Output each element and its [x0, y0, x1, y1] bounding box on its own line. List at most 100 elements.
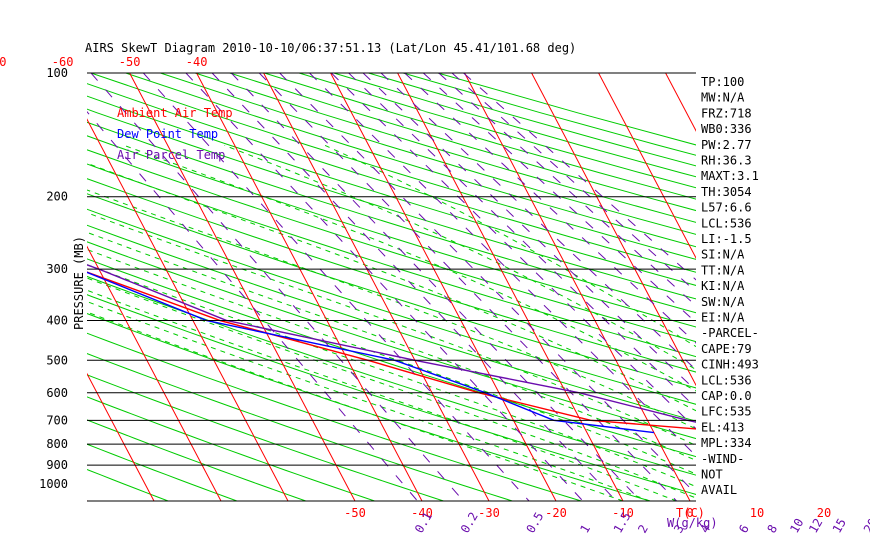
bottom-temp-tick-label: -30	[478, 506, 500, 520]
mixing-ratio-line	[211, 73, 617, 501]
dry-adiabat-line	[194, 73, 696, 223]
mixing-ratio-line	[362, 73, 696, 392]
index-item: -WIND-	[701, 452, 744, 466]
mixing-ratio-label: 8	[764, 522, 780, 535]
moist-adiabat-line	[87, 300, 650, 501]
mixing-ratio-label: 20	[861, 516, 870, 536]
moist-adiabat-line	[87, 162, 696, 412]
mixing-ratio-line	[309, 73, 696, 457]
series-line-ambient-air-temp	[87, 271, 696, 430]
bottom-temp-tick-label: -20	[545, 506, 567, 520]
index-item: LCL:536	[701, 373, 752, 387]
isotherm-line	[665, 73, 696, 132]
mixing-ratio-line	[230, 73, 642, 501]
mixing-ratio-line	[87, 110, 418, 501]
index-item: -PARCEL-	[701, 326, 759, 340]
index-item: TH:3054	[701, 185, 752, 199]
isotherm-line	[800, 73, 870, 501]
index-item: LCL:536	[701, 216, 752, 230]
mixing-ratio-label: 10	[787, 516, 806, 536]
dry-adiabat-line	[87, 121, 696, 314]
index-item: EL:413	[701, 420, 744, 434]
dry-adiabat-line	[87, 135, 696, 328]
mixing-ratio-line	[380, 73, 696, 371]
pressure-tick-label: 1000	[39, 477, 68, 491]
top-temp-tick-label: -50	[119, 55, 141, 69]
isotherm-line	[0, 73, 20, 501]
mixing-ratio-line	[90, 73, 464, 501]
mixing-ratio-label: 15	[830, 516, 849, 536]
top-temp-tick-label: -60	[52, 55, 74, 69]
mixing-ratio-label: 6	[736, 522, 752, 535]
index-item: MPL:334	[701, 436, 752, 450]
index-item: MW:N/A	[701, 91, 745, 105]
dry-adiabat-line	[229, 73, 696, 212]
pressure-tick-label: 700	[46, 413, 68, 427]
dry-adiabat-line	[87, 178, 696, 373]
moist-adiabat-line	[87, 311, 624, 501]
isotherm-line	[330, 73, 557, 501]
mixing-ratio-line	[185, 73, 584, 501]
isotherm-line	[867, 73, 870, 501]
bottom-temp-tick-label: 20	[817, 506, 831, 520]
pressure-tick-label: 800	[46, 437, 68, 451]
dry-adiabat-line	[87, 419, 306, 501]
isotherm-line	[464, 73, 691, 501]
index-item: CAP:0.0	[701, 389, 752, 403]
mixing-ratio-axis-label: W(g/kg)	[667, 516, 718, 530]
isotherm-line	[87, 118, 289, 501]
dry-adiabat-line	[87, 443, 238, 501]
pressure-tick-label: 400	[46, 313, 68, 327]
dry-adiabat-line	[87, 468, 169, 501]
legend-ambient-air-temp: Ambient Air Temp	[117, 106, 233, 120]
series-line-dew-point-temp	[87, 271, 655, 434]
moist-adiabat-line	[87, 231, 696, 462]
isotherm-line	[129, 73, 356, 501]
isotherm-line	[87, 245, 222, 501]
dry-adiabat-line	[402, 73, 696, 156]
mixing-ratio-line	[422, 73, 696, 324]
index-item: KI:N/A	[701, 279, 745, 293]
dry-adiabat-line	[90, 73, 696, 260]
moist-adiabat-line	[87, 277, 696, 499]
mixing-ratio-label: 0.5	[523, 510, 546, 536]
index-item: LI:-1.5	[701, 232, 752, 246]
index-item: LFC:535	[701, 405, 752, 419]
index-item: RH:36.3	[701, 154, 752, 168]
index-item: CAPE:79	[701, 342, 752, 356]
index-item: CINH:493	[701, 358, 759, 372]
bottom-temp-tick-label: 0	[686, 506, 693, 520]
legend-air-parcel-temp: Air Parcel Temp	[117, 148, 225, 162]
isotherm-line	[263, 73, 490, 501]
index-item: TP:100	[701, 75, 744, 89]
mixing-ratio-line	[404, 73, 696, 344]
bottom-temp-tick-label: 10	[750, 506, 764, 520]
dry-adiabat-line	[87, 396, 375, 501]
legend-dew-point-temp: Dew Point Temp	[117, 127, 218, 141]
mixing-ratio-label: 1	[577, 522, 593, 535]
mixing-ratio-label: 12	[806, 516, 825, 536]
dry-adiabat-line	[87, 83, 696, 273]
dry-adiabat-line	[87, 149, 696, 343]
pressure-tick-label: 100	[46, 66, 68, 80]
index-item: SW:N/A	[701, 295, 745, 309]
index-item: AVAIL	[701, 483, 737, 497]
pressure-tick-label: 600	[46, 386, 68, 400]
dry-adiabat-line	[87, 193, 696, 389]
y-axis-label: PRESSURE (MB)	[72, 236, 86, 330]
moist-adiabat-line	[124, 144, 696, 392]
index-item: L57:6.6	[701, 201, 752, 215]
index-item: TT:N/A	[701, 263, 745, 277]
mixing-ratio-line	[279, 73, 696, 495]
isotherm-line	[598, 73, 696, 260]
isotherm-line	[733, 73, 870, 501]
isotherm-line	[531, 73, 696, 387]
dry-adiabat-line	[87, 95, 696, 286]
mixing-ratio-label: 2	[635, 522, 651, 535]
bottom-temp-tick-label: -50	[344, 506, 366, 520]
pressure-tick-label: 500	[46, 353, 68, 367]
isotherm-line	[196, 73, 423, 501]
mixing-ratio-line	[348, 73, 696, 409]
index-item: SI:N/A	[701, 248, 745, 262]
